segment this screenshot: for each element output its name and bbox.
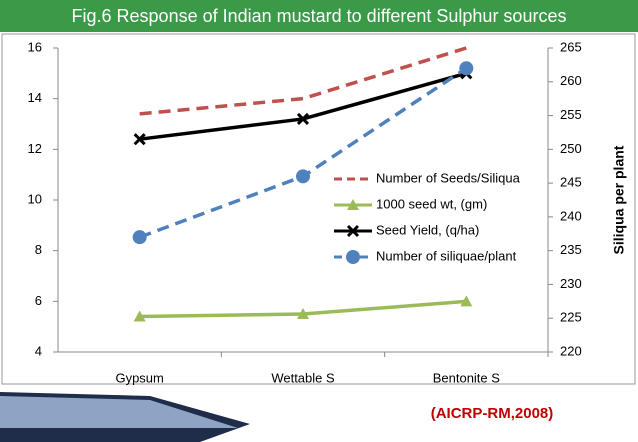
y2-tick-label: 265 [560,39,582,54]
data-point [133,310,146,322]
data-point [296,112,310,125]
y2-tick-label: 245 [560,175,582,190]
y-tick-label: 16 [28,39,42,54]
legend-label: Number of siliquae/plant [376,248,517,263]
legend-label: Number of Seeds/Siliqua [376,170,521,185]
legend-marker [346,250,360,264]
source: (AICRP-RM,2008) [431,405,554,422]
data-point [297,308,309,319]
decoration [0,396,238,428]
x-tick-label: Bentonite S [433,370,501,385]
y2-axis-title: Siliqua per plant [611,145,627,254]
data-point [133,133,146,146]
y2-tick-label: 260 [560,73,582,88]
y2-tick-label: 240 [560,208,582,223]
legend-label: 1000 seed wt, (gm) [376,196,487,211]
y2-tick-label: 230 [560,276,582,291]
title-bar [0,0,638,32]
y2-tick-label: 250 [560,141,582,156]
chart-title: Fig.6 Response of Indian mustard to diff… [72,6,567,26]
legend-marker [347,199,359,210]
legend-marker [346,224,360,238]
y2-tick-label: 255 [560,107,582,122]
data-point [132,230,147,245]
data-point [459,61,474,76]
plot-frame [1,33,636,385]
data-point [460,295,473,307]
data-point [296,169,310,184]
y-tick-label: 12 [28,141,42,156]
y-tick-label: 10 [28,191,42,206]
legend-label: Seed Yield, (q/ha) [376,222,479,237]
y-tick-label: 8 [35,242,42,257]
x-tick-label: Wettable S [271,370,335,385]
y2-tick-label: 220 [560,343,582,358]
y2-tick-label: 225 [560,310,582,325]
x-tick-label: Gypsum [115,370,163,385]
y-tick-label: 14 [28,90,42,105]
y-tick-label: 4 [35,343,42,358]
y2-tick-label: 235 [560,242,582,257]
y-tick-label: 6 [35,293,42,308]
